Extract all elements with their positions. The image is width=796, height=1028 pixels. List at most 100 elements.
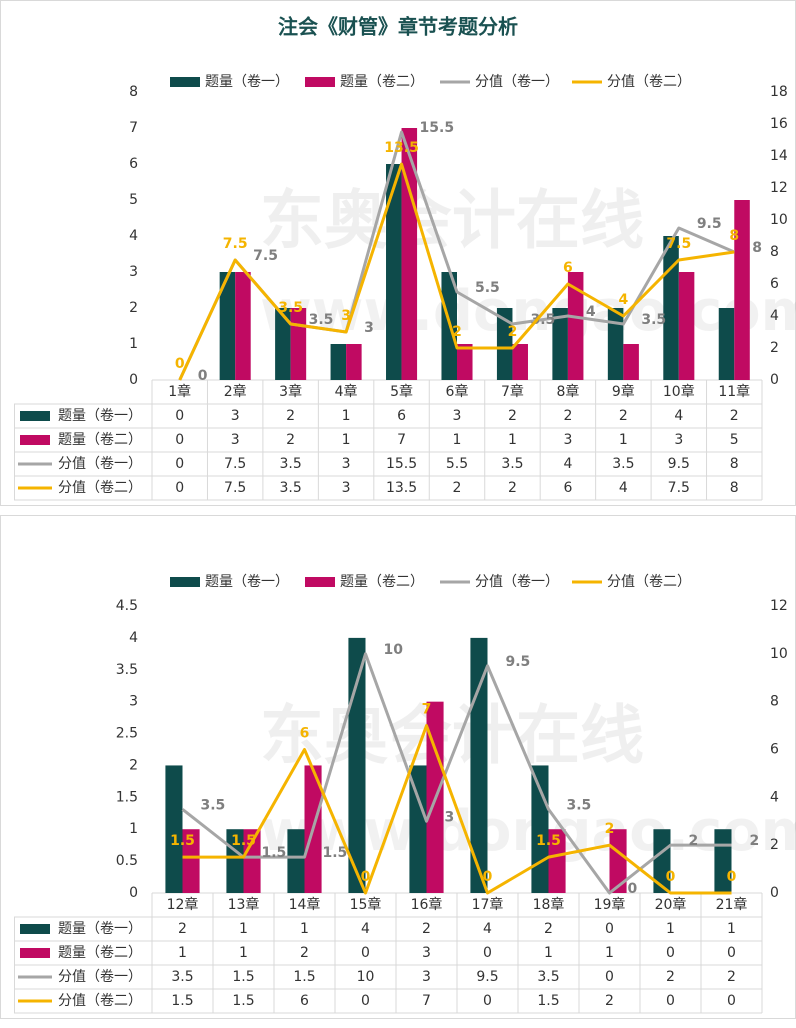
table-cell: 2 bbox=[605, 993, 614, 1009]
data-label: 7.5 bbox=[253, 248, 278, 264]
table-cell: 7.5 bbox=[668, 480, 690, 496]
legend-label: 分值（卷二） bbox=[607, 74, 691, 90]
table-cell: 9.5 bbox=[668, 456, 690, 472]
table-cell: 1 bbox=[342, 432, 351, 448]
y-tick-label: 8 bbox=[129, 84, 138, 100]
bar bbox=[609, 829, 627, 893]
x-tick-label: 11章 bbox=[718, 383, 750, 400]
table-cell: 4 bbox=[619, 480, 628, 496]
bar bbox=[678, 272, 695, 380]
table-cell: 0 bbox=[361, 945, 370, 961]
watermark: 东奥会计在线 bbox=[260, 700, 644, 774]
data-label: 7 bbox=[422, 702, 432, 718]
table-cell: 2 bbox=[508, 408, 517, 424]
table-key bbox=[20, 435, 50, 445]
table-cell: 3 bbox=[231, 408, 240, 424]
x-tick-label: 16章 bbox=[411, 896, 443, 913]
y-tick-label: 2 bbox=[129, 757, 138, 773]
y2-tick-label: 10 bbox=[770, 212, 788, 228]
y2-tick-label: 12 bbox=[770, 598, 788, 614]
x-tick-label: 19章 bbox=[594, 896, 626, 913]
y-tick-label: 0.5 bbox=[116, 853, 138, 869]
x-tick-label: 15章 bbox=[350, 896, 382, 913]
x-tick-label: 18章 bbox=[533, 896, 565, 913]
y2-tick-label: 2 bbox=[770, 340, 779, 356]
table-cell: 2 bbox=[730, 408, 739, 424]
y2-tick-label: 18 bbox=[770, 84, 788, 100]
table-key bbox=[20, 411, 50, 421]
y2-tick-label: 16 bbox=[770, 116, 788, 132]
table-cell: 3 bbox=[342, 480, 351, 496]
legend-key bbox=[305, 77, 335, 87]
data-label: 3.5 bbox=[641, 312, 666, 328]
table-cell: 0 bbox=[666, 945, 675, 961]
table-cell: 3 bbox=[342, 456, 351, 472]
x-tick-label: 10章 bbox=[663, 383, 695, 400]
x-tick-label: 5章 bbox=[390, 383, 413, 400]
y-tick-label: 1 bbox=[129, 821, 138, 837]
legend-key bbox=[170, 577, 200, 587]
table-cell: 0 bbox=[175, 456, 184, 472]
bar bbox=[348, 637, 366, 893]
bar bbox=[457, 344, 473, 380]
y2-tick-label: 0 bbox=[770, 885, 779, 901]
data-label: 2 bbox=[452, 324, 462, 340]
table-cell: 1 bbox=[544, 945, 553, 961]
data-label: 3 bbox=[445, 809, 455, 825]
data-label: 0 bbox=[361, 869, 371, 885]
table-cell: 1.5 bbox=[293, 969, 315, 985]
y-tick-label: 0 bbox=[129, 885, 138, 901]
legend-label: 分值（卷一） bbox=[475, 74, 559, 90]
table-cell: 5.5 bbox=[446, 456, 468, 472]
table-cell: 0 bbox=[483, 993, 492, 1009]
y-tick-label: 4 bbox=[129, 228, 138, 244]
x-tick-label: 3章 bbox=[279, 383, 302, 400]
x-tick-label: 6章 bbox=[446, 383, 469, 400]
legend-key bbox=[305, 577, 335, 587]
x-tick-label: 12章 bbox=[167, 896, 199, 913]
data-label: 1.5 bbox=[231, 833, 256, 849]
data-label: 10 bbox=[384, 642, 404, 658]
legend-label: 题量（卷一） bbox=[205, 74, 289, 90]
table-row-label: 分值（卷一） bbox=[58, 456, 142, 472]
bar bbox=[567, 272, 584, 380]
data-label: 5.5 bbox=[475, 280, 500, 296]
table-cell: 2 bbox=[727, 969, 736, 985]
table-cell: 3 bbox=[674, 432, 683, 448]
table-row-label: 分值（卷一） bbox=[58, 969, 142, 985]
data-label: 6 bbox=[563, 260, 573, 276]
bar bbox=[275, 308, 291, 380]
table-cell: 2 bbox=[286, 432, 295, 448]
data-label: 9.5 bbox=[697, 216, 722, 232]
table-row-label: 题量（卷一） bbox=[58, 408, 142, 424]
legend-key bbox=[170, 77, 200, 87]
chart-title: 注会《财管》章节考题分析 bbox=[278, 15, 518, 39]
table-cell: 0 bbox=[175, 408, 184, 424]
table-cell: 2 bbox=[563, 408, 572, 424]
bar bbox=[165, 765, 183, 893]
data-label: 9.5 bbox=[506, 654, 531, 670]
data-label: 0 bbox=[727, 869, 737, 885]
data-label: 3.5 bbox=[530, 312, 555, 328]
table-cell: 3.5 bbox=[501, 456, 523, 472]
y-tick-label: 3.5 bbox=[116, 662, 138, 678]
x-tick-label: 8章 bbox=[556, 383, 579, 400]
table-cell: 6 bbox=[397, 408, 406, 424]
bar bbox=[623, 344, 639, 380]
table-cell: 2 bbox=[666, 969, 675, 985]
legend-label: 分值（卷一） bbox=[475, 574, 559, 590]
table-cell: 3.5 bbox=[280, 480, 302, 496]
x-tick-label: 2章 bbox=[224, 383, 247, 400]
data-label: 15.5 bbox=[420, 120, 455, 136]
bar bbox=[243, 829, 261, 893]
table-cell: 0 bbox=[605, 921, 614, 937]
table-cell: 15.5 bbox=[386, 456, 417, 472]
bar bbox=[607, 308, 624, 380]
table-cell: 4 bbox=[483, 921, 492, 937]
x-tick-label: 17章 bbox=[472, 896, 504, 913]
data-label: 6 bbox=[300, 726, 310, 742]
table-cell: 1 bbox=[300, 921, 309, 937]
table-cell: 2 bbox=[453, 480, 462, 496]
data-label: 8 bbox=[729, 228, 739, 244]
y-tick-label: 2.5 bbox=[116, 726, 138, 742]
